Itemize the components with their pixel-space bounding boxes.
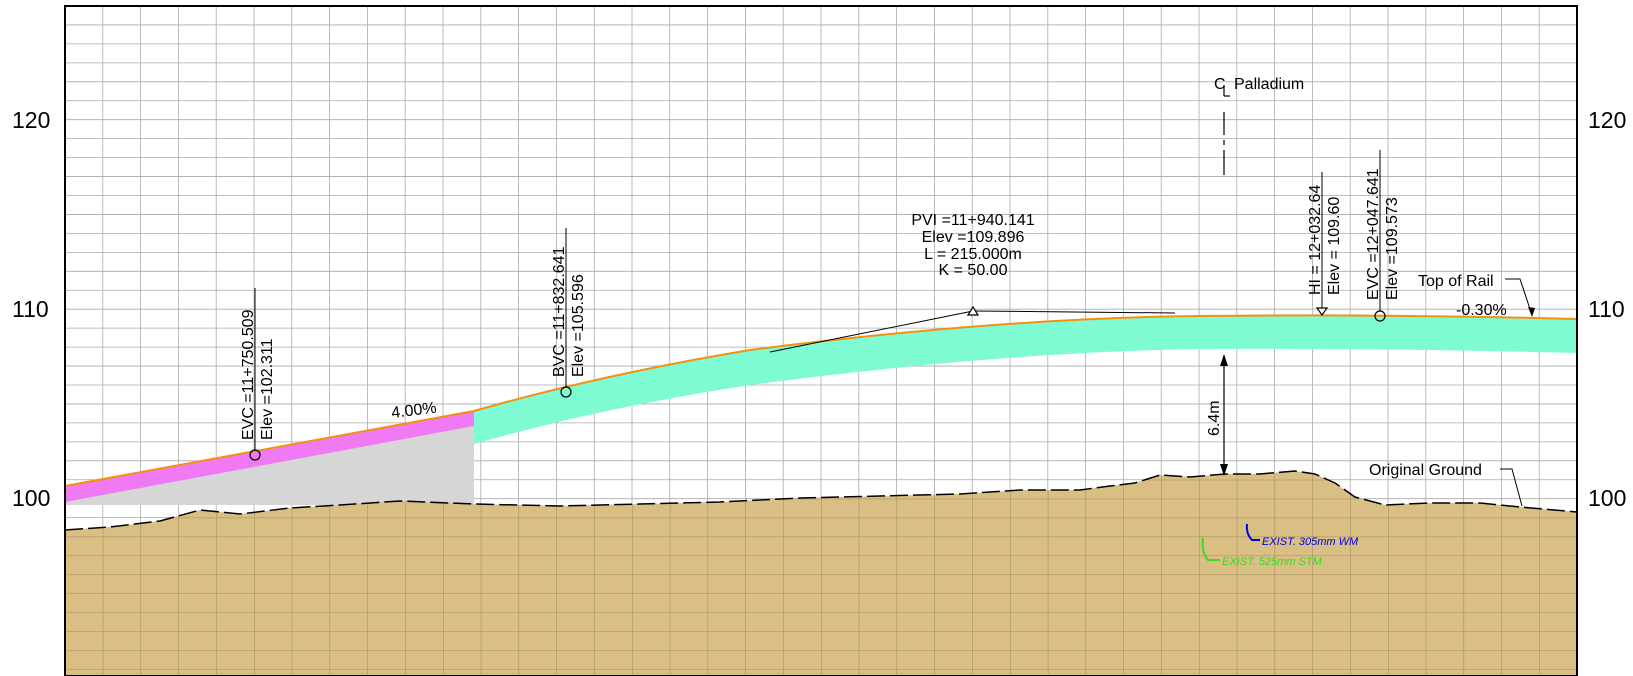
centerline-label: Palladium [1234, 76, 1304, 93]
y-tick-right-120: 120 [1588, 107, 1626, 133]
top-of-rail-line [65, 314, 1577, 487]
evc2-station: EVC =12+047.641 [1365, 168, 1382, 300]
evc1-elev: Elev =102.311 [259, 338, 276, 440]
original-ground [65, 471, 1577, 676]
pvi-station: PVI =11+940.141 [911, 212, 1034, 229]
clearance-arrow-up-icon [1220, 354, 1228, 366]
green-band [474, 315, 1577, 444]
evc1-station: EVC =11+750.509 [240, 309, 257, 440]
y-tick-left-110: 110 [12, 296, 49, 322]
top-of-rail-label: Top of Rail [1418, 273, 1494, 290]
hi-marker-icon [1315, 307, 1329, 317]
grade-up-label: 4.00% [390, 400, 437, 422]
bvc-marker-icon [560, 386, 572, 398]
water-main-leader-icon [1245, 523, 1260, 541]
top-of-rail-leader [1505, 278, 1533, 316]
y-tick-right-110: 110 [1588, 296, 1625, 322]
tangent-ahead [972, 310, 1176, 314]
pvi-length: L = 215.000m [924, 246, 1022, 263]
centerline-symbol: C [1214, 76, 1226, 93]
clearance-arrow-down-icon [1220, 464, 1228, 476]
original-ground-label: Original Ground [1369, 462, 1482, 479]
bvc-station: BVC =11+832.641 [551, 246, 568, 377]
y-tick-left-100: 100 [12, 485, 50, 511]
evc1-marker-icon [249, 449, 261, 461]
top-of-rail-arrow-icon [1528, 307, 1535, 317]
water-main-label: EXIST. 305mm WM [1262, 536, 1359, 548]
magenta-band [65, 411, 474, 502]
storm-label: EXIST. 525mm STM [1222, 556, 1323, 568]
evc2-elev: Elev =109.573 [1384, 197, 1401, 300]
clearance-label: 6.4m [1206, 400, 1223, 436]
hi-elev: Elev = 109.60 [1326, 197, 1343, 295]
y-tick-right-100: 100 [1588, 485, 1626, 511]
pvi-k-value: K = 50.00 [939, 262, 1008, 279]
drawing-frame [64, 5, 1578, 676]
original-ground-line [65, 470, 1577, 531]
original-ground-leader [1500, 468, 1523, 507]
y-tick-left-120: 120 [12, 107, 50, 133]
hi-station: HI = 12+032.64 [1307, 185, 1324, 295]
pvi-elev: Elev =109.896 [922, 229, 1025, 246]
grade-down-label: -0.30% [1456, 302, 1507, 319]
tangent-back [769, 310, 974, 353]
evc2-marker-icon [1374, 310, 1386, 322]
bvc-elev: Elev =105.596 [570, 274, 587, 377]
pvi-triangle-icon [966, 305, 980, 316]
storm-leader-icon [1201, 537, 1220, 561]
